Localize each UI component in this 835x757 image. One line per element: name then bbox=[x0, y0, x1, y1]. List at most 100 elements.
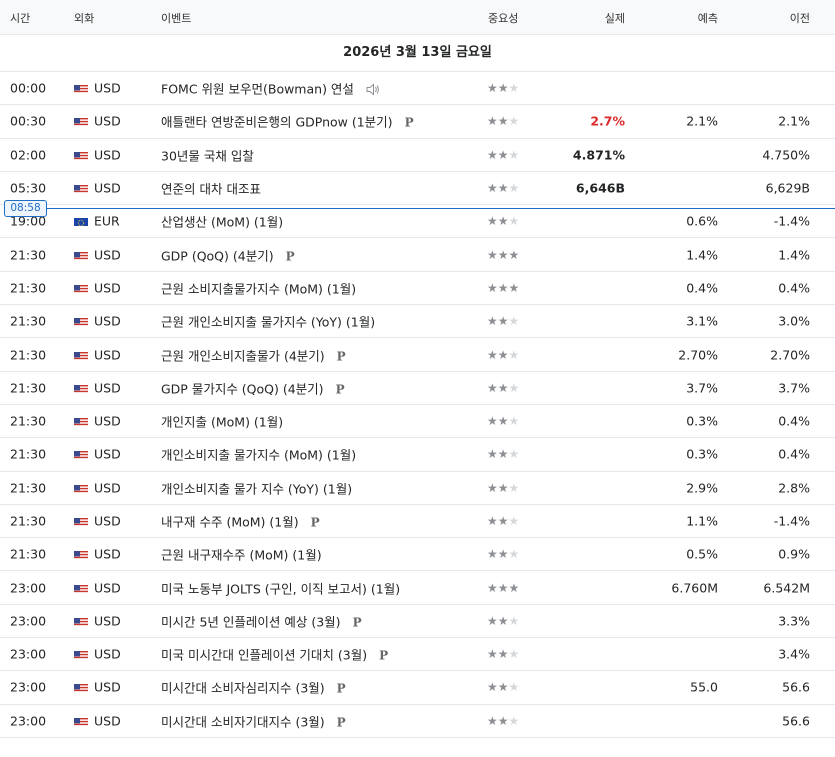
event-name[interactable]: 근원 개인소비지출 물가지수 (YoY) (1월) bbox=[161, 312, 375, 331]
event-name-text[interactable]: 연준의 대차 대조표 bbox=[161, 181, 261, 197]
event-row[interactable]: 23:00 USD 미국 미시간대 인플레이션 기대치 (3월) P ★★★ 3.4% bbox=[0, 638, 835, 672]
event-name-text[interactable]: 내구재 수주 (MoM) (1월) bbox=[161, 514, 299, 530]
header-importance[interactable]: 중요성 bbox=[488, 12, 519, 25]
event-name-text[interactable]: 개인지출 (MoM) (1월) bbox=[161, 414, 284, 430]
event-name[interactable]: 근원 내구재수주 (MoM) (1월) bbox=[161, 545, 322, 564]
star-empty-icon: ★ bbox=[508, 480, 520, 495]
event-currency: USD bbox=[94, 480, 121, 496]
event-name-text[interactable]: 근원 개인소비지출 물가지수 (YoY) (1월) bbox=[161, 314, 376, 330]
preliminary-icon[interactable]: P bbox=[404, 115, 414, 130]
event-forecast: 1.4% bbox=[686, 247, 718, 263]
event-row[interactable]: 23:00 USD 미시간대 소비자심리지수 (3월) P ★★★ 55.0 56.6 bbox=[0, 671, 835, 705]
event-name[interactable]: 내구재 수주 (MoM) (1월) P bbox=[161, 512, 320, 531]
event-name[interactable]: 근원 개인소비지출물가 (4분기) P bbox=[161, 345, 346, 364]
event-row[interactable]: 21:30 USD 근원 개인소비지출 물가지수 (YoY) (1월) ★★★ 3.1… bbox=[0, 305, 835, 339]
header-currency[interactable]: 외화 bbox=[74, 12, 95, 25]
event-row[interactable]: 21:30 USD 개인소비지출 물가지수 (MoM) (1월) ★★★ 0.3% 0.… bbox=[0, 438, 835, 472]
star-filled-icon: ★ bbox=[497, 547, 509, 562]
importance-stars: ★★★ bbox=[487, 414, 519, 428]
event-name[interactable]: 산업생산 (MoM) (1월) bbox=[161, 212, 283, 231]
event-row[interactable]: 21:30 USD 근원 내구재수주 (MoM) (1월) ★★★ 0.5% 0.9% bbox=[0, 538, 835, 572]
event-name[interactable]: 미국 노동부 JOLTS (구인, 이직 보고서) (1월) bbox=[161, 578, 400, 597]
event-name-text[interactable]: 미국 미시간대 인플레이션 기대치 (3월) bbox=[161, 647, 368, 663]
event-name[interactable]: GDP 물가지수 (QoQ) (4분기) P bbox=[161, 378, 345, 397]
event-row[interactable]: 19:00 EUR 산업생산 (MoM) (1월) ★★★ 0.6% -1.4% bbox=[0, 205, 835, 239]
preliminary-icon[interactable]: P bbox=[310, 515, 320, 530]
event-name-text[interactable]: 미시간대 소비자심리지수 (3월) bbox=[161, 680, 325, 696]
event-name[interactable]: 미시간대 소비자기대지수 (3월) P bbox=[161, 711, 346, 730]
star-filled-icon: ★ bbox=[497, 147, 509, 162]
star-filled-icon: ★ bbox=[497, 414, 509, 429]
importance-stars: ★★★ bbox=[487, 248, 519, 262]
preliminary-icon[interactable]: P bbox=[336, 681, 346, 696]
header-previous[interactable]: 이전 bbox=[789, 12, 810, 25]
event-name-text[interactable]: 개인소비지출 물가지수 (MoM) (1월) bbox=[161, 447, 357, 463]
preliminary-icon[interactable]: P bbox=[335, 382, 345, 397]
event-row[interactable]: 21:30 USD GDP (QoQ) (4분기) P ★★★ 1.4% 1.4% bbox=[0, 238, 835, 272]
star-filled-icon: ★ bbox=[497, 647, 509, 662]
event-forecast: 0.6% bbox=[686, 213, 718, 229]
event-name-text[interactable]: FOMC 위원 보우먼(Bowman) 연설 bbox=[161, 81, 354, 97]
us-flag-icon bbox=[74, 716, 88, 726]
importance-stars: ★★★ bbox=[487, 314, 519, 328]
event-name[interactable]: 미시간 5년 인플레이션 예상 (3월) P bbox=[161, 611, 362, 630]
event-row[interactable]: 23:00 USD 미국 노동부 JOLTS (구인, 이직 보고서) (1월) ★… bbox=[0, 571, 835, 605]
event-name[interactable]: 미국 미시간대 인플레이션 기대치 (3월) P bbox=[161, 645, 388, 664]
header-forecast[interactable]: 예측 bbox=[697, 12, 718, 25]
event-name[interactable]: GDP (QoQ) (4분기) P bbox=[161, 245, 295, 264]
event-time: 21:30 bbox=[10, 313, 47, 329]
event-name-text[interactable]: 미국 노동부 JOLTS (구인, 이직 보고서) (1월) bbox=[161, 581, 401, 597]
event-currency: USD bbox=[94, 546, 121, 562]
event-row[interactable]: 00:00 USD FOMC 위원 보우먼(Bowman) 연설 ★★★ bbox=[0, 72, 835, 106]
preliminary-icon[interactable]: P bbox=[352, 615, 362, 630]
event-name[interactable]: 개인지출 (MoM) (1월) bbox=[161, 412, 283, 431]
event-name-text[interactable]: 개인소비지출 물가 지수 (YoY) (1월) bbox=[161, 481, 353, 497]
star-filled-icon: ★ bbox=[497, 214, 509, 229]
event-name-text[interactable]: 미시간 5년 인플레이션 예상 (3월) bbox=[161, 614, 341, 630]
star-empty-icon: ★ bbox=[508, 680, 520, 695]
event-row[interactable]: 21:30 USD 근원 소비지출물가지수 (MoM) (1월) ★★★ 0.4% 0.… bbox=[0, 272, 835, 306]
star-filled-icon: ★ bbox=[497, 713, 509, 728]
event-name-text[interactable]: 애틀랜타 연방준비은행의 GDPnow (1분기) bbox=[161, 114, 393, 130]
event-name[interactable]: 근원 소비지출물가지수 (MoM) (1월) bbox=[161, 278, 356, 297]
event-currency: USD bbox=[94, 380, 121, 396]
header-event[interactable]: 이벤트 bbox=[161, 12, 192, 25]
event-name[interactable]: 개인소비지출 물가 지수 (YoY) (1월) bbox=[161, 478, 352, 497]
header-time[interactable]: 시간 bbox=[10, 12, 31, 25]
event-name-text[interactable]: 미시간대 소비자기대지수 (3월) bbox=[161, 714, 325, 730]
preliminary-icon[interactable]: P bbox=[336, 349, 346, 364]
event-name-text[interactable]: 근원 내구재수주 (MoM) (1월) bbox=[161, 547, 322, 563]
header-actual[interactable]: 실제 bbox=[604, 12, 625, 25]
event-row[interactable]: 05:30 USD 연준의 대차 대조표 ★★★ 6,646B 6,629B bbox=[0, 172, 835, 206]
event-name-text[interactable]: GDP 물가지수 (QoQ) (4분기) bbox=[161, 381, 324, 397]
us-flag-icon bbox=[74, 350, 88, 360]
event-forecast: 55.0 bbox=[690, 679, 718, 695]
preliminary-icon[interactable]: P bbox=[379, 648, 389, 663]
event-name[interactable]: 애틀랜타 연방준비은행의 GDPnow (1분기) P bbox=[161, 112, 414, 131]
event-row[interactable]: 21:30 USD 근원 개인소비지출물가 (4분기) P ★★★ 2.70% 2.70% bbox=[0, 338, 835, 372]
event-row[interactable]: 21:30 USD 내구재 수주 (MoM) (1월) P ★★★ 1.1% -1.4% bbox=[0, 505, 835, 539]
us-flag-icon bbox=[74, 483, 88, 493]
event-name-text[interactable]: 근원 개인소비지출물가 (4분기) bbox=[161, 348, 325, 364]
preliminary-icon[interactable]: P bbox=[285, 249, 295, 264]
event-name[interactable]: 개인소비지출 물가지수 (MoM) (1월) bbox=[161, 445, 356, 464]
event-row[interactable]: 00:30 USD 애틀랜타 연방준비은행의 GDPnow (1분기) P ★★★ 2.… bbox=[0, 105, 835, 139]
event-name[interactable]: 30년물 국채 입찰 bbox=[161, 145, 254, 164]
event-row[interactable]: 02:00 USD 30년물 국채 입찰 ★★★ 4.871% 4.750% bbox=[0, 139, 835, 172]
event-row[interactable]: 23:00 USD 미시간 5년 인플레이션 예상 (3월) P ★★★ 3.3% bbox=[0, 605, 835, 639]
event-name-text[interactable]: 근원 소비지출물가지수 (MoM) (1월) bbox=[161, 281, 357, 297]
event-name-text[interactable]: GDP (QoQ) (4분기) bbox=[161, 248, 274, 264]
event-row[interactable]: 23:00 USD 미시간대 소비자기대지수 (3월) P ★★★ 56.6 bbox=[0, 705, 835, 738]
event-name[interactable]: 미시간대 소비자심리지수 (3월) P bbox=[161, 678, 346, 697]
event-row[interactable]: 21:30 USD GDP 물가지수 (QoQ) (4분기) P ★★★ 3.7% 3.7… bbox=[0, 372, 835, 405]
preliminary-icon[interactable]: P bbox=[336, 715, 346, 730]
event-name[interactable]: 연준의 대차 대조표 bbox=[161, 179, 261, 198]
star-filled-icon: ★ bbox=[497, 181, 509, 196]
event-name[interactable]: FOMC 위원 보우먼(Bowman) 연설 bbox=[161, 79, 380, 98]
event-name-text[interactable]: 30년물 국채 입찰 bbox=[161, 148, 254, 164]
event-name-text[interactable]: 산업생산 (MoM) (1월) bbox=[161, 214, 284, 230]
event-row[interactable]: 21:30 USD 개인소비지출 물가 지수 (YoY) (1월) ★★★ 2.9% 2… bbox=[0, 472, 835, 505]
event-currency: USD bbox=[94, 347, 121, 363]
event-previous: 4.750% bbox=[762, 147, 810, 163]
event-row[interactable]: 21:30 USD 개인지출 (MoM) (1월) ★★★ 0.3% 0.4% bbox=[0, 405, 835, 439]
